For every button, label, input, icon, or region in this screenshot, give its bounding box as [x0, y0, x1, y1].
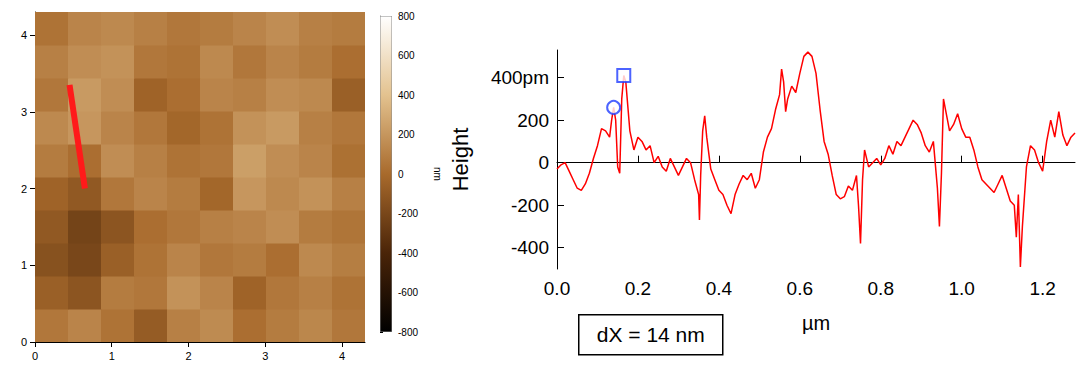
svg-text:1.0: 1.0: [948, 278, 974, 299]
svg-text:3: 3: [262, 350, 268, 362]
svg-text:0.4: 0.4: [706, 278, 733, 299]
svg-text:µm: µm: [802, 312, 830, 334]
svg-text:0: 0: [21, 336, 27, 348]
svg-text:0: 0: [538, 152, 549, 173]
svg-text:400pm: 400pm: [491, 67, 549, 88]
svg-text:-200: -200: [511, 195, 549, 216]
svg-text:800: 800: [398, 11, 415, 22]
svg-text:2: 2: [21, 183, 27, 195]
svg-text:0.6: 0.6: [787, 278, 813, 299]
svg-text:-200: -200: [398, 208, 418, 219]
svg-text:0.2: 0.2: [625, 278, 651, 299]
svg-text:4: 4: [21, 29, 27, 41]
svg-text:1: 1: [21, 259, 27, 271]
svg-text:-600: -600: [398, 287, 418, 298]
svg-text:0.0: 0.0: [544, 278, 570, 299]
svg-text:-400: -400: [511, 237, 549, 258]
svg-text:dX = 14 nm: dX = 14 nm: [597, 323, 705, 346]
svg-text:3: 3: [21, 106, 27, 118]
svg-text:200: 200: [517, 110, 549, 131]
svg-text:2: 2: [185, 350, 191, 362]
svg-text:-400: -400: [398, 248, 418, 259]
svg-text:0: 0: [398, 169, 404, 180]
svg-text:200: 200: [398, 129, 415, 140]
svg-text:0.8: 0.8: [868, 278, 894, 299]
svg-text:600: 600: [398, 50, 415, 61]
svg-text:Height: Height: [448, 128, 473, 192]
svg-text:1: 1: [109, 350, 115, 362]
svg-text:4: 4: [339, 350, 345, 362]
svg-text:0: 0: [32, 350, 38, 362]
svg-text:400: 400: [398, 90, 415, 101]
svg-text:1.2: 1.2: [1029, 278, 1055, 299]
svg-text:nm: nm: [432, 167, 443, 181]
svg-text:-800: -800: [398, 327, 418, 338]
